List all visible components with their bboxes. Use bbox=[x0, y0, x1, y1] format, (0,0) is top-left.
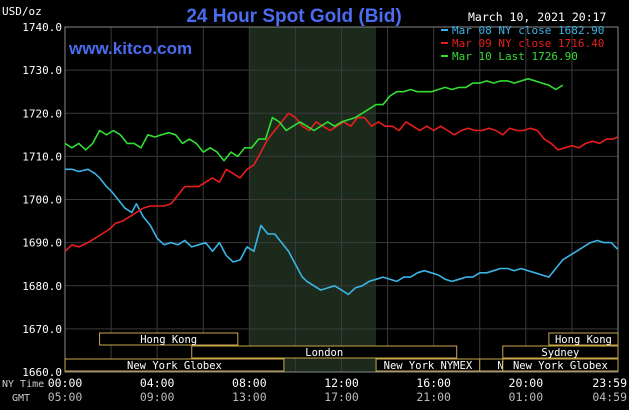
y-tick-label: 1700.0 bbox=[22, 194, 62, 207]
y-tick-label: 1710.0 bbox=[22, 150, 62, 163]
y-tick-label: 1680.0 bbox=[22, 280, 62, 293]
x-tick-label-gmt: 09:00 bbox=[140, 390, 175, 404]
y-tick-label: 1740.0 bbox=[22, 21, 62, 34]
x-tick-label-gmt: 21:00 bbox=[416, 390, 451, 404]
session-label: New York Globex bbox=[513, 360, 608, 372]
x-tick-label-gmt: 13:00 bbox=[232, 390, 267, 404]
plot-frame bbox=[64, 26, 619, 373]
chart-title: 24 Hour Spot Gold (Bid) bbox=[186, 6, 401, 27]
series-line bbox=[65, 168, 619, 296]
x-tick-label-ny: 08:00 bbox=[232, 376, 267, 390]
session-label: London bbox=[305, 347, 343, 359]
legend-entry: Mar 08 NY close 1682.90 bbox=[452, 24, 604, 37]
legend-entry: Mar 09 NY close 1716.40 bbox=[452, 37, 604, 50]
unit-label: USD/oz bbox=[2, 5, 42, 18]
session-bands: Hong Kong London New York Globex New York N… bbox=[64, 332, 619, 372]
y-tick-label: 1720.0 bbox=[22, 107, 62, 120]
y-tick-label: 1670.0 bbox=[22, 323, 62, 336]
session-band bbox=[64, 358, 285, 372]
x-tick-label-gmt: 05:00 bbox=[48, 390, 83, 404]
session-label: Hong Kong bbox=[140, 334, 197, 346]
session-label: New York Globex bbox=[127, 360, 222, 372]
x-tick-label-ny: 16:00 bbox=[416, 376, 451, 390]
x-tick-label-gmt: 01:00 bbox=[509, 390, 544, 404]
x-tick-label-ny: 04:00 bbox=[140, 376, 175, 390]
series-layer bbox=[64, 78, 619, 296]
session-label: Sydney bbox=[541, 347, 579, 359]
x-tick-label-ny: 12:00 bbox=[324, 376, 359, 390]
session-band bbox=[99, 332, 239, 346]
x-tick-label-gmt: 17:00 bbox=[324, 390, 359, 404]
datetime-label: March 10, 2021 20:17 bbox=[468, 10, 607, 24]
x-tick-label-ny: 23:59 bbox=[592, 376, 627, 390]
legend-entry: Mar 10 Last 1726.90 bbox=[452, 50, 578, 63]
x-tick-label-ny: 00:00 bbox=[48, 376, 83, 390]
session-band bbox=[191, 345, 458, 359]
x-tick-label-gmt: 04:59 bbox=[592, 390, 627, 404]
session-band bbox=[502, 358, 619, 372]
y-tick-label: 1730.0 bbox=[22, 64, 62, 77]
grid-layer bbox=[64, 26, 619, 373]
y-tick-label: 1660.0 bbox=[22, 366, 62, 379]
series-line bbox=[64, 78, 564, 162]
gmt-caption: GMT bbox=[12, 393, 30, 404]
y-tick-label: 1690.0 bbox=[22, 237, 62, 250]
y-tick-labels: 1660.0 1670.0 1680.0 1690.0 1700.0 1710.0 1720… bbox=[22, 21, 62, 379]
session-band bbox=[502, 345, 619, 359]
website-label[interactable]: www.kitco.com bbox=[68, 39, 192, 58]
x-tick-label-ny: 20:00 bbox=[509, 376, 544, 390]
ny-time-caption: NY Time bbox=[2, 379, 44, 390]
session-label: Hong Kong bbox=[555, 334, 612, 346]
session-band bbox=[548, 332, 619, 346]
session-label: New York NYMEX bbox=[384, 360, 473, 372]
